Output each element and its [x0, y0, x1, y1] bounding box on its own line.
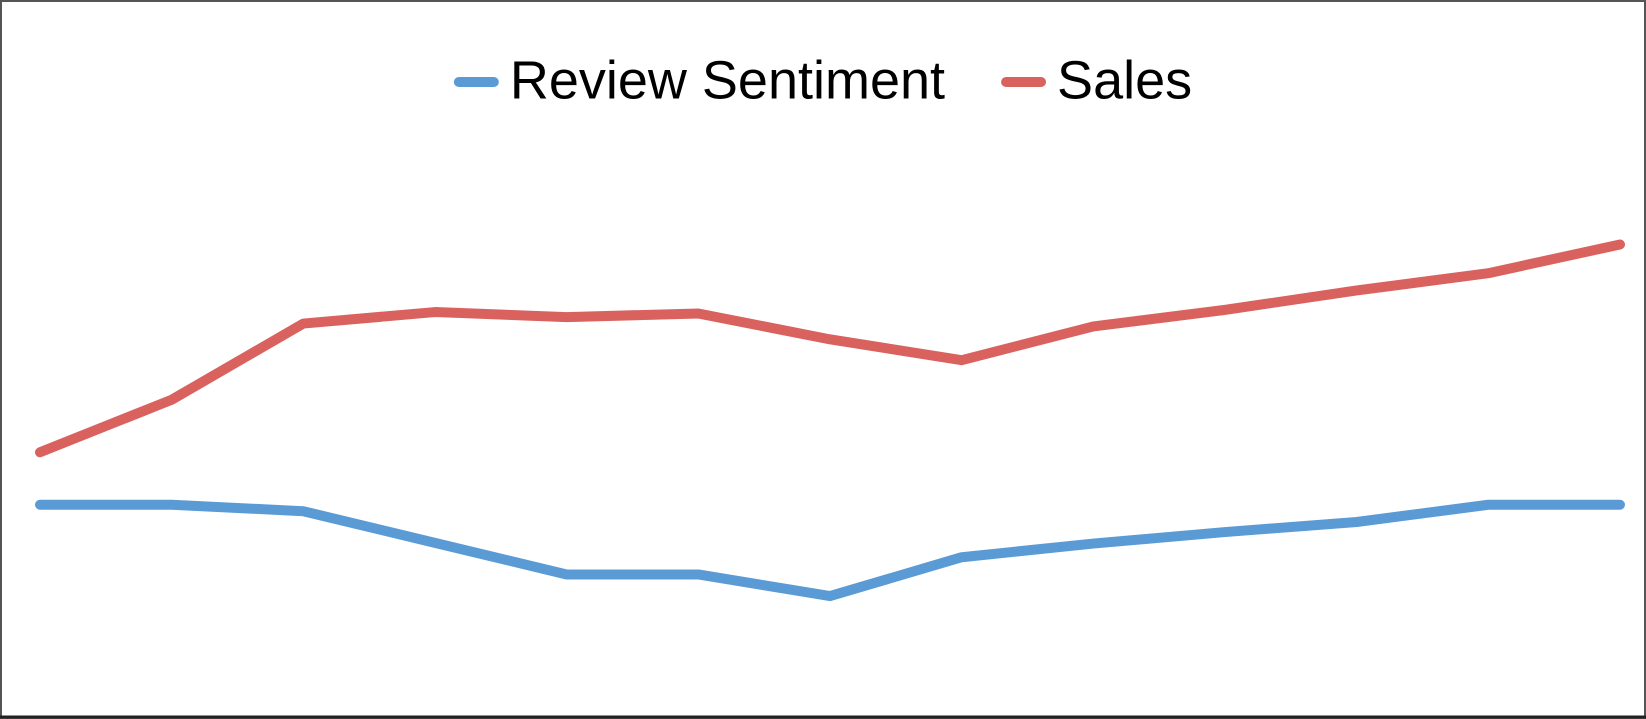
- series-line: [35, 499, 1625, 602]
- legend-label: Review Sentiment: [510, 50, 945, 110]
- series-line: [35, 239, 1625, 458]
- legend-label: Sales: [1057, 50, 1192, 110]
